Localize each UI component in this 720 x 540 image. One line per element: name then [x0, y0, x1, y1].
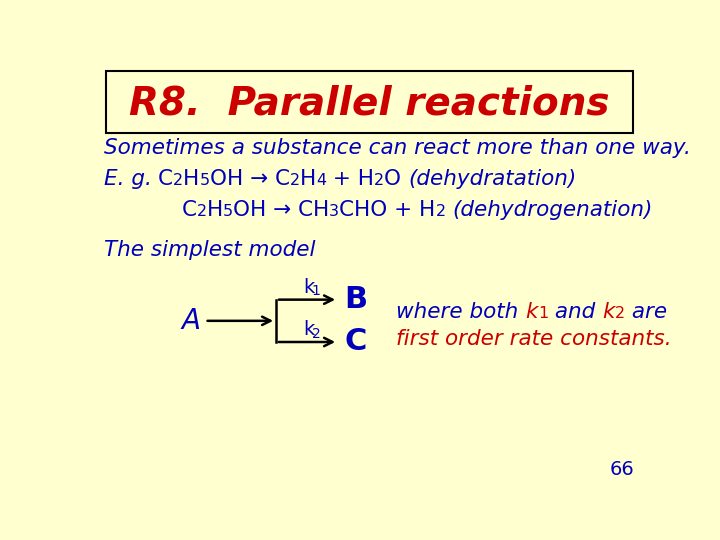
Text: 5: 5	[222, 204, 233, 219]
Text: 2: 2	[289, 173, 300, 188]
Text: 2: 2	[436, 204, 446, 219]
FancyBboxPatch shape	[106, 71, 632, 132]
Text: O: O	[384, 169, 408, 189]
Text: where both: where both	[396, 301, 526, 322]
Text: + H: + H	[326, 169, 374, 189]
Text: are: are	[625, 301, 667, 322]
Text: 2: 2	[374, 173, 384, 188]
Text: CHO + H: CHO + H	[339, 200, 436, 220]
Text: C: C	[181, 200, 197, 220]
Text: H: H	[207, 200, 222, 220]
Text: and: and	[548, 301, 602, 322]
Text: 3: 3	[329, 204, 339, 219]
Text: OH → CH: OH → CH	[233, 200, 329, 220]
Text: (dehydratation): (dehydratation)	[408, 169, 577, 189]
Text: k: k	[303, 320, 315, 339]
Text: R8.  Parallel reactions: R8. Parallel reactions	[129, 84, 609, 122]
Text: 2: 2	[312, 327, 320, 341]
Text: first order rate constants.: first order rate constants.	[396, 329, 672, 349]
Text: B: B	[344, 285, 367, 314]
Text: k: k	[303, 278, 315, 297]
Text: The simplest model: The simplest model	[104, 240, 315, 260]
Text: 5: 5	[199, 173, 210, 188]
Text: H: H	[300, 169, 316, 189]
Text: (dehydrogenation): (dehydrogenation)	[452, 200, 653, 220]
Text: k: k	[602, 301, 615, 322]
Text: 1: 1	[312, 284, 320, 298]
Text: C: C	[344, 327, 366, 356]
Text: A: A	[181, 307, 200, 335]
Text: OH → C: OH → C	[210, 169, 289, 189]
Text: 1: 1	[538, 306, 548, 321]
Text: 2: 2	[197, 204, 207, 219]
Text: Sometimes a substance can react more than one way.: Sometimes a substance can react more tha…	[104, 138, 690, 158]
Text: 4: 4	[316, 173, 326, 188]
Text: 2: 2	[174, 173, 184, 188]
Text: 66: 66	[610, 460, 635, 478]
Text: C: C	[158, 169, 174, 189]
Text: H: H	[184, 169, 199, 189]
Text: E. g.: E. g.	[104, 169, 152, 189]
Text: 2: 2	[615, 306, 625, 321]
Text: k: k	[526, 301, 538, 322]
